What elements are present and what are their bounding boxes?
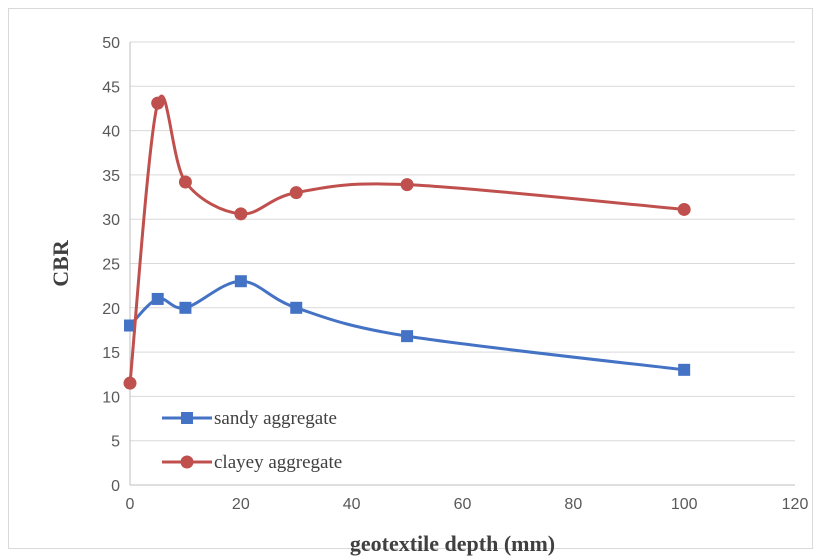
data-point — [677, 202, 691, 216]
x-tick-label: 40 — [343, 496, 361, 513]
y-tick-label: 45 — [102, 79, 120, 96]
x-tick-label: 120 — [782, 496, 809, 513]
y-tick-label: 20 — [102, 301, 120, 318]
y-tick-label: 25 — [102, 257, 120, 274]
x-tick-label: 20 — [232, 496, 250, 513]
legend-label-clayey: clayey aggregate — [214, 452, 342, 473]
data-point — [400, 178, 414, 192]
data-point — [123, 376, 137, 390]
y-tick-label: 30 — [102, 212, 120, 229]
data-point — [290, 301, 303, 314]
x-tick-label: 100 — [671, 496, 698, 513]
data-point — [124, 319, 136, 332]
legend-marker-sandy — [181, 412, 193, 424]
y-tick-label: 0 — [111, 478, 120, 495]
data-point — [289, 186, 303, 200]
y-tick-label: 40 — [102, 124, 120, 141]
y-tick-label: 5 — [111, 434, 120, 451]
data-point — [179, 301, 192, 314]
y-tick-label: 50 — [102, 35, 120, 52]
series-clayey — [123, 94, 691, 390]
y-tick-label: 15 — [102, 345, 120, 362]
data-point — [234, 275, 247, 288]
x-tick-label: 80 — [564, 496, 582, 513]
legend-label-sandy: sandy aggregate — [214, 408, 337, 429]
x-tick-label: 60 — [454, 496, 472, 513]
data-point — [151, 292, 164, 305]
y-tick-label: 10 — [102, 389, 120, 406]
series-layer — [123, 94, 691, 390]
data-point — [678, 363, 691, 376]
y-tick-label: 35 — [102, 168, 120, 185]
x-axis-title: geotextile depth (mm) — [350, 531, 555, 556]
series-line-sandy — [128, 279, 685, 372]
legend: sandy aggregate clayey aggregate — [162, 408, 342, 473]
legend-item-sandy: sandy aggregate — [162, 408, 337, 429]
data-point — [401, 330, 414, 343]
y-axis-title: CBR — [48, 239, 73, 287]
series-sandy — [124, 275, 691, 376]
data-point — [151, 96, 165, 110]
data-point — [178, 175, 192, 189]
axes: 0 5 10 15 20 25 30 35 40 45 50 0 20 40 60 80 100 120 — [102, 35, 808, 513]
data-point — [234, 207, 248, 221]
chart-frame — [8, 8, 813, 549]
legend-item-clayey: clayey aggregate — [162, 452, 342, 473]
x-tick-label: 0 — [126, 496, 135, 513]
legend-marker-clayey — [180, 455, 194, 469]
